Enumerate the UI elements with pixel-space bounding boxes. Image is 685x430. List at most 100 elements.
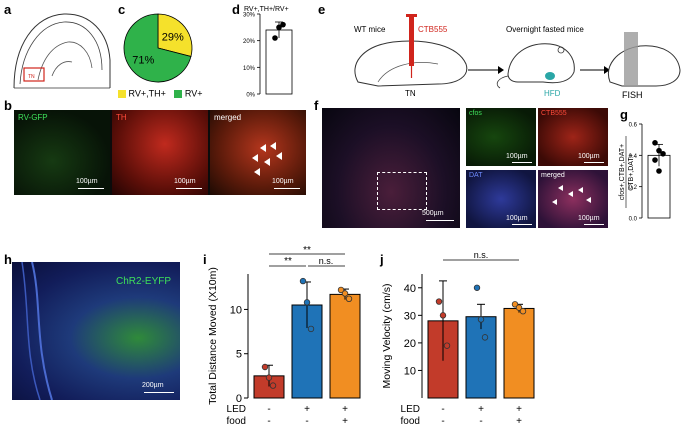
label-fasted: Overnight fasted mice xyxy=(506,25,584,34)
scale-bar xyxy=(584,162,604,163)
data-point xyxy=(481,334,489,341)
panel-label-e: e xyxy=(318,2,326,17)
data-point xyxy=(269,382,277,389)
y-tick-label: 20% xyxy=(243,39,256,45)
legend-swatch xyxy=(118,89,126,98)
svg-text:TN: TN xyxy=(28,74,35,80)
label-wt: WT mice xyxy=(354,25,386,34)
pie-legend: RV+,TH+ RV+ xyxy=(118,88,203,99)
zoom-region-box xyxy=(377,172,427,210)
micrograph-th: TH 100µm xyxy=(112,110,208,195)
micrograph-f-dat: DAT 100µm xyxy=(466,170,536,228)
pie-slice xyxy=(157,13,193,57)
bar xyxy=(291,304,323,399)
y-tick-label: 0.0 xyxy=(629,217,638,223)
scale-bar xyxy=(512,162,532,163)
y-tick-label: 0.6 xyxy=(629,123,638,129)
food-pellet-icon xyxy=(545,72,555,80)
image-label: merged xyxy=(541,172,565,179)
data-point xyxy=(439,312,447,319)
led-value: - xyxy=(267,404,270,415)
tract-lines xyxy=(21,262,53,400)
scale-bar xyxy=(274,188,300,189)
micrograph-f-merged: merged 100µm xyxy=(538,170,608,228)
image-label: ChR2-EYFP xyxy=(116,276,172,287)
panel-label-a: a xyxy=(4,2,12,17)
panel-label-h: h xyxy=(4,252,12,267)
arrowheads xyxy=(252,142,282,176)
micrograph-f-cfos: cfos 100µm xyxy=(466,108,536,166)
y-tick-label: 30 xyxy=(404,310,416,322)
data-point xyxy=(261,363,269,371)
bar-chart-g: 0.0 0.2 0.4 0.6 cfos+,CTB+,DAT+ CTB+,DAT+ xyxy=(619,123,671,223)
data-point xyxy=(656,168,662,174)
data-point xyxy=(519,307,527,315)
row-label-led: LED xyxy=(401,404,420,415)
scale-text: 200µm xyxy=(142,382,164,389)
data-point xyxy=(280,21,286,28)
panel-label-f: f xyxy=(314,98,319,113)
panel-label-c: c xyxy=(118,2,126,17)
mouse-icon xyxy=(507,43,575,84)
data-point xyxy=(337,286,345,294)
image-label: cfos xyxy=(469,110,482,117)
y-tick-label: 0 xyxy=(236,393,242,405)
food-value: + xyxy=(342,416,348,427)
label-hfd: HFD xyxy=(544,89,561,98)
led-value: - xyxy=(441,404,444,415)
bar xyxy=(265,29,293,95)
image-label: merged xyxy=(214,113,242,122)
brain-section-diagram: TN xyxy=(13,13,111,89)
food-value: - xyxy=(267,416,270,427)
region-box xyxy=(23,67,45,82)
bar xyxy=(329,293,361,399)
led-value: + xyxy=(342,404,348,415)
scale-bar xyxy=(144,392,174,393)
y-tick-label: 0.4 xyxy=(629,154,638,160)
data-point xyxy=(265,374,273,381)
significance-label: n.s. xyxy=(474,250,489,260)
experiment-schematic: WT mice CTB555 TN Overnight fasted mice … xyxy=(354,14,681,100)
micrograph-merged: merged 100µm xyxy=(210,110,306,195)
panel-label-g: g xyxy=(620,107,628,122)
significance-label: n.s. xyxy=(319,256,334,266)
data-point xyxy=(299,277,307,285)
y-tick-label: 20 xyxy=(404,338,416,350)
panel-label-i: i xyxy=(203,252,207,267)
scale-text: 100µm xyxy=(174,178,196,185)
micrograph-rv-gfp: RV-GFP 100µm xyxy=(14,110,110,195)
bar-chart-d: 0% 10% 20% 30%RV+,TH+/RV+ xyxy=(243,6,293,98)
micrograph-f-overview: 500µm xyxy=(322,108,460,228)
data-point xyxy=(652,140,658,146)
chart-title: RV+,TH+/RV+ xyxy=(244,6,289,13)
y-tick-label: 10 xyxy=(404,365,416,377)
y-axis-label: Moving Velocity (cm/s) xyxy=(381,283,393,388)
data-point xyxy=(660,150,666,157)
significance-label: ** xyxy=(284,256,292,267)
led-value: + xyxy=(304,404,310,415)
y-tick-label: 40 xyxy=(404,283,416,295)
y-tick-label: 10% xyxy=(243,66,256,72)
data-point xyxy=(435,298,443,305)
scale-text: 100µm xyxy=(506,215,528,222)
y-tick-label: 5 xyxy=(236,349,242,361)
row-label-food: food xyxy=(401,416,420,427)
label-fish: FISH xyxy=(622,90,643,100)
image-label: CTB555 xyxy=(541,110,567,117)
micrograph-strip-b: RV-GFP 100µm TH 100µm merged 100µm xyxy=(14,110,306,195)
label-tn: TN xyxy=(405,89,416,98)
legend-label: RV+,TH+ xyxy=(128,88,166,99)
data-point xyxy=(477,316,485,323)
arrow-icon xyxy=(604,66,610,74)
arrow-icon xyxy=(498,66,504,74)
image-label: TH xyxy=(116,113,127,122)
data-point xyxy=(443,342,451,349)
data-point xyxy=(473,284,481,291)
data-point xyxy=(652,157,658,163)
significance-label: ** xyxy=(303,246,311,256)
section-slab xyxy=(624,32,638,86)
row-label-led: LED xyxy=(227,404,246,415)
